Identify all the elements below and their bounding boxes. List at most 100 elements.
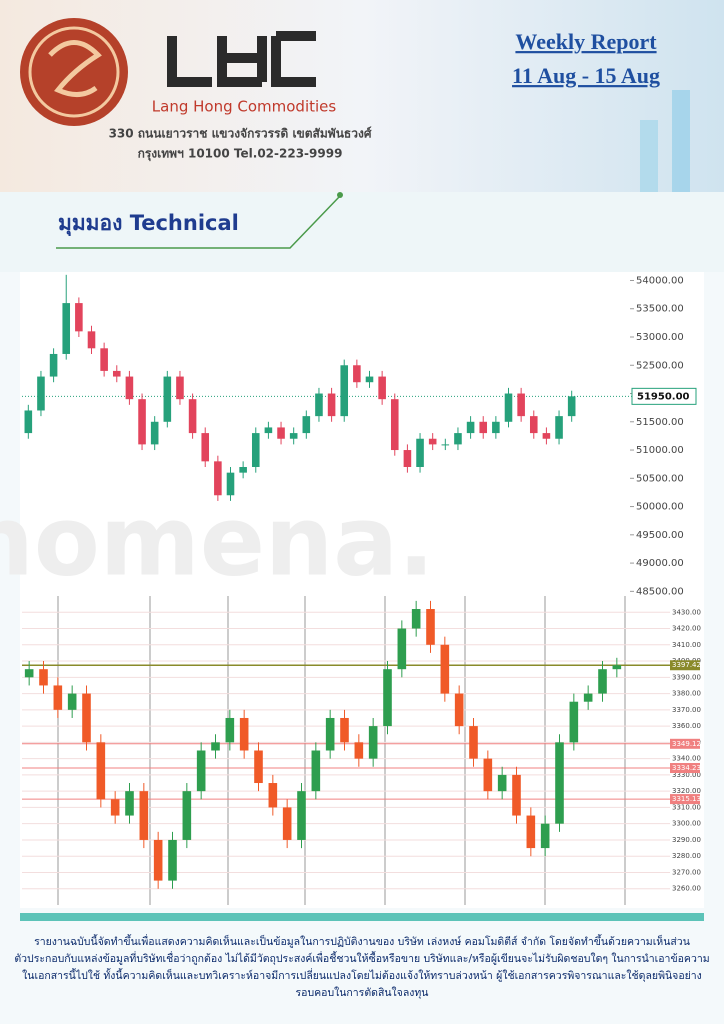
candle-body bbox=[138, 399, 146, 445]
last-price-label: 51950.00 bbox=[637, 391, 690, 402]
level-label: 3334.23 bbox=[672, 764, 701, 772]
decor-dot bbox=[337, 192, 343, 198]
candle-body bbox=[483, 758, 493, 792]
y-tick-label: 3390.00 bbox=[672, 673, 701, 681]
level-tag bbox=[670, 660, 700, 671]
candle-body bbox=[504, 393, 513, 422]
address: กรุงเทพฯ 10100 Tel.02-223-9999 bbox=[138, 147, 343, 162]
decor-line bbox=[56, 195, 341, 249]
candle-body bbox=[555, 416, 563, 439]
y-tick-label: 3320.00 bbox=[672, 787, 701, 795]
y-tick-label: 50000.00 bbox=[636, 502, 684, 513]
address: 330 ถนนเยาวราช แขวงจักรวรรดิ เขตสัมพันธว… bbox=[109, 127, 372, 141]
report-title: Weekly Report bbox=[515, 29, 657, 54]
y-tick-label: 50500.00 bbox=[636, 473, 684, 484]
report-period: 11 Aug - 15 Aug bbox=[512, 63, 660, 88]
candle-body bbox=[440, 644, 450, 694]
candle-body bbox=[239, 467, 247, 473]
candle-body bbox=[378, 376, 386, 400]
candle-body bbox=[277, 427, 285, 439]
candle-body bbox=[469, 726, 478, 759]
candle-body bbox=[24, 410, 33, 434]
candle-body bbox=[62, 303, 71, 354]
candle-body bbox=[466, 421, 475, 434]
y-tick-label: 54000.00 bbox=[636, 275, 684, 286]
y-tick-label: 53500.00 bbox=[636, 304, 684, 315]
logo bbox=[28, 26, 120, 118]
level-tag bbox=[670, 794, 700, 805]
candle-body bbox=[583, 693, 593, 702]
candle-body bbox=[325, 717, 335, 751]
candle-body bbox=[125, 376, 134, 400]
candle-body bbox=[542, 433, 551, 439]
candle-body bbox=[53, 685, 63, 710]
candle-body bbox=[112, 370, 121, 377]
candle-body bbox=[214, 461, 222, 496]
decor bbox=[640, 120, 658, 192]
candle-body bbox=[403, 450, 412, 467]
company: Lang Hong Commodities bbox=[152, 98, 337, 116]
candle-body bbox=[354, 742, 364, 759]
candle-body bbox=[428, 438, 437, 445]
candle-body bbox=[454, 693, 464, 727]
candle-body bbox=[110, 799, 120, 816]
candle-body bbox=[150, 421, 159, 445]
candle-body bbox=[239, 717, 249, 751]
y-tick-label: 3310.00 bbox=[672, 803, 701, 811]
candle-body bbox=[311, 750, 321, 792]
candle-body bbox=[168, 839, 177, 881]
candle-body bbox=[211, 742, 220, 751]
brand-mark bbox=[167, 31, 316, 87]
candle-body bbox=[188, 399, 197, 434]
candle-body bbox=[426, 609, 435, 645]
logo bbox=[48, 40, 102, 97]
candle-body bbox=[254, 750, 263, 784]
candle-body bbox=[383, 669, 392, 727]
candle-body bbox=[75, 303, 83, 332]
decor bbox=[672, 90, 690, 192]
candle-body bbox=[268, 783, 278, 808]
candle-body bbox=[96, 742, 106, 800]
candle-body bbox=[297, 791, 306, 840]
candle-body bbox=[176, 376, 184, 400]
candle-body bbox=[67, 693, 77, 710]
chart-bg bbox=[20, 272, 704, 596]
level-label: 3397.42 bbox=[672, 661, 701, 669]
watermark: nomena. bbox=[0, 485, 435, 597]
candle-body bbox=[182, 791, 192, 840]
candle-body bbox=[24, 669, 34, 678]
candle-body bbox=[612, 665, 622, 670]
candle-body bbox=[82, 693, 91, 743]
candle-body bbox=[416, 438, 424, 467]
candle-body bbox=[289, 433, 298, 439]
level-label: 3349.12 bbox=[672, 740, 701, 748]
candle-body bbox=[454, 433, 462, 445]
candle-body bbox=[264, 427, 273, 434]
candle-body bbox=[569, 701, 579, 743]
candle-body bbox=[390, 399, 399, 451]
candle-body bbox=[49, 353, 58, 377]
candle-body bbox=[567, 396, 576, 417]
candle-body bbox=[302, 416, 311, 434]
y-tick-label: 48500.00 bbox=[636, 586, 684, 597]
y-tick-label: 3420.00 bbox=[672, 625, 701, 633]
candle-body bbox=[492, 421, 500, 434]
candle-body bbox=[327, 393, 336, 417]
candle-body bbox=[201, 433, 210, 462]
candle-body bbox=[315, 393, 323, 417]
y-tick-label: 51000.00 bbox=[636, 445, 684, 456]
y-tick-label: 3370.00 bbox=[672, 706, 701, 714]
disclaimer: รายงานฉบับนี้จัดทำขึ้นเพื่อแสดงความคิดเห… bbox=[14, 936, 710, 999]
y-tick-label: 3300.00 bbox=[672, 820, 701, 828]
level-tag bbox=[670, 763, 700, 774]
section-bg bbox=[0, 192, 724, 272]
candle-body bbox=[365, 376, 374, 383]
y-tick-label: 52500.00 bbox=[636, 360, 684, 371]
y-tick-label: 51500.00 bbox=[636, 417, 684, 428]
y-tick-label: 3360.00 bbox=[672, 722, 701, 730]
candle-body bbox=[225, 717, 235, 743]
candle-body bbox=[340, 717, 349, 743]
candle-body bbox=[517, 393, 525, 417]
